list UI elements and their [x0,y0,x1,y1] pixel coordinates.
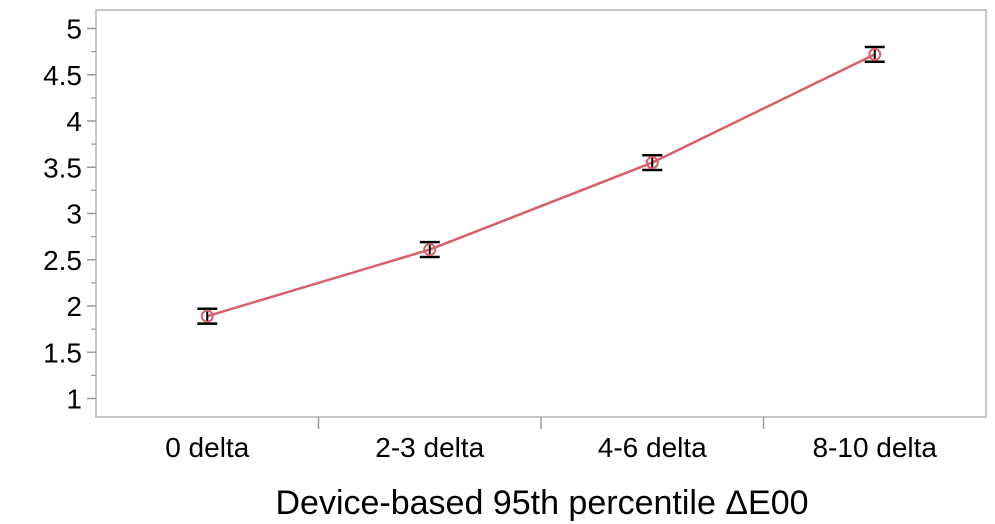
y-axis: 1 1.5 2 2.5 3 3.5 4 4.5 5 [43,14,96,415]
x-tick-label-1: 2-3 delta [375,432,484,463]
x-axis-title: Device-based 95th percentile ΔE00 [275,484,808,522]
y-tick-label-8: 5 [66,14,82,45]
y-tick-label-4: 3 [66,199,82,230]
x-tick-label-0: 0 delta [165,432,249,463]
y-tick-label-1: 1.5 [43,337,82,368]
y-tick-label-2: 2 [66,291,82,322]
data-point-1 [423,243,437,257]
y-tick-label-5: 3.5 [43,152,82,183]
data-point-0 [200,309,214,323]
series-line-0 [206,53,876,318]
x-axis: 0 delta 2-3 delta 4-6 delta 8-10 delta [165,417,937,463]
y-tick-label-0: 1 [66,384,82,415]
y-tick-label-3: 2.5 [43,245,82,276]
x-tick-label-3: 8-10 delta [812,432,937,463]
plot-frame [95,9,987,418]
data-point-3 [868,47,882,61]
series-group [197,45,885,325]
y-tick-label-7: 4.5 [43,60,82,91]
y-tick-label-6: 4 [66,106,82,137]
x-tick-label-2: 4-6 delta [598,432,707,463]
data-point-2 [645,156,659,170]
